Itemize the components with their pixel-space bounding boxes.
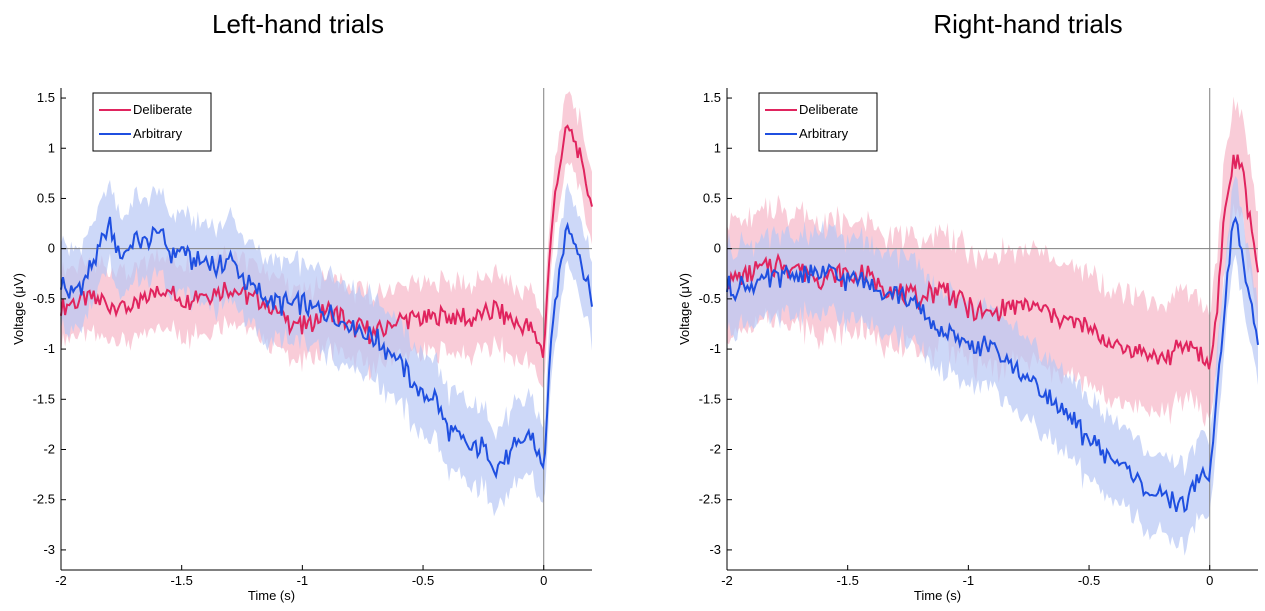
y-tick-label: 1 [48, 140, 55, 155]
y-tick-label: -2 [43, 442, 55, 457]
legend-box [758, 92, 878, 152]
y-tick-label: -1.5 [33, 391, 55, 406]
legend-label-deliberate: Deliberate [799, 102, 858, 117]
x-tick-label: -2 [721, 573, 733, 588]
y-axis-label: Voltage (μV) [11, 273, 26, 345]
legend-label-arbitrary: Arbitrary [133, 126, 183, 141]
x-tick-label: -1.5 [836, 573, 858, 588]
panel-right: Right-hand trials -3 -2.5 -2 -1.5 -1 -0.5 0 0.5 1… [677, 9, 1259, 603]
confidence-band-deliberate [727, 96, 1258, 427]
y-tick-label: -1 [709, 341, 721, 356]
y-tick-label: 0 [714, 241, 721, 256]
x-tick-label: -0.5 [412, 573, 434, 588]
y-tick-label: 0 [48, 241, 55, 256]
y-tick-label: -0.5 [699, 291, 721, 306]
y-tick-label: 1 [714, 140, 721, 155]
x-tick-label: -1.5 [170, 573, 192, 588]
chart-title: Right-hand trials [933, 9, 1122, 39]
legend-label-deliberate: Deliberate [133, 102, 192, 117]
x-axis-label: Time (s) [248, 588, 295, 603]
chart-title: Left-hand trials [212, 9, 384, 39]
x-tick-label: 0 [1206, 573, 1213, 588]
series-line-arbitrary [726, 215, 1259, 513]
series-line-arbitrary [60, 216, 593, 480]
y-tick-label: -2 [709, 442, 721, 457]
y-tick-label: -2.5 [699, 492, 721, 507]
panel-left: Left-hand trials -3 -2.5 -2 -1.5 -1 -0.5 0 0.5 1 1… [11, 9, 593, 603]
y-tick-label: -3 [43, 542, 55, 557]
y-tick-label: -0.5 [33, 291, 55, 306]
y-tick-label: -3 [709, 542, 721, 557]
series-line-deliberate [726, 154, 1259, 370]
series-line-deliberate [60, 124, 593, 358]
x-tick-label: -1 [963, 573, 975, 588]
x-tick-label: -2 [55, 573, 67, 588]
y-tick-label: 1.5 [703, 90, 721, 105]
legend-label-arbitrary: Arbitrary [799, 126, 849, 141]
y-tick-label: 0.5 [37, 190, 55, 205]
x-tick-label: -0.5 [1078, 573, 1100, 588]
y-tick-label: -1.5 [699, 391, 721, 406]
y-tick-label: 1.5 [37, 90, 55, 105]
y-tick-label: -1 [43, 341, 55, 356]
x-axis-label: Time (s) [914, 588, 961, 603]
x-tick-label: -1 [297, 573, 309, 588]
y-tick-label: -2.5 [33, 492, 55, 507]
y-axis-label: Voltage (μV) [677, 273, 692, 345]
y-tick-label: 0.5 [703, 190, 721, 205]
legend-box [92, 92, 212, 152]
x-tick-label: 0 [540, 573, 547, 588]
confidence-band-arbitrary [727, 175, 1258, 556]
